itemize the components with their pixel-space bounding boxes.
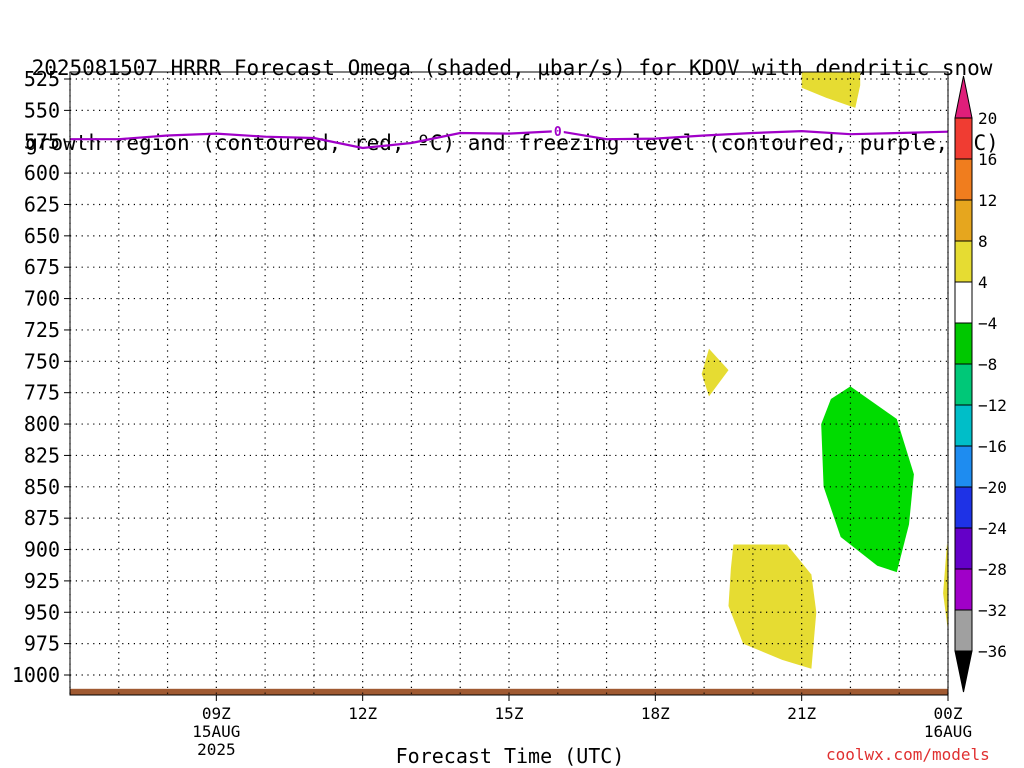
chart-title: 2025081507 HRRR Forecast Omega (shaded, …	[0, 6, 1024, 181]
colorbar-label: 16	[978, 150, 997, 169]
colorbar-segment-9	[954, 445, 973, 488]
colorbar-segment-4	[954, 240, 973, 283]
colorbar-label: 12	[978, 191, 997, 210]
y-tick-label: 900	[24, 538, 60, 562]
colorbar-label: −12	[978, 396, 1007, 415]
colorbar-segment-5	[954, 281, 973, 324]
y-tick-label: 825	[24, 443, 60, 467]
y-tick-label: 875	[24, 506, 60, 530]
y-tick-label: 975	[24, 632, 60, 656]
y-tick-label: 775	[24, 381, 60, 405]
colorbar: 20 16 12 8 4 −4 −8 −12 −16 −20 −24 −28 −32 −36	[954, 75, 1007, 693]
colorbar-label: −36	[978, 642, 1007, 661]
omega-region-2	[728, 544, 817, 669]
x-tick-label: 12Z	[348, 704, 377, 723]
colorbar-segment-13	[954, 609, 973, 652]
y-tick-label: 750	[24, 349, 60, 373]
freezing-level-line	[70, 129, 948, 150]
freezing-level-label-bg	[551, 124, 564, 139]
x-tick-label: 18Z	[641, 704, 670, 723]
colorbar-label: −20	[978, 478, 1007, 497]
y-tick-label: 625	[24, 192, 60, 216]
y-tick-label: 950	[24, 600, 60, 624]
x-tick-label: 2025	[197, 740, 236, 759]
colorbar-segment-10	[954, 486, 973, 529]
credit-text: coolwx.com/models	[826, 745, 990, 764]
colorbar-top-arrow	[954, 75, 973, 119]
chart-title-line-2: growth region (contoured, red, ºC) and f…	[25, 131, 999, 155]
y-tick-label: 800	[24, 412, 60, 436]
omega-region-0	[801, 72, 861, 108]
omega-region-3	[943, 543, 948, 632]
grid-lines	[69, 72, 949, 695]
y-tick-label: 600	[24, 161, 60, 185]
colorbar-label: 8	[978, 232, 988, 251]
y-tick-label: 725	[24, 318, 60, 342]
colorbar-label: −8	[978, 355, 997, 374]
x-tick-label: 00Z	[934, 704, 963, 723]
x-tick-label: 09Z	[202, 704, 231, 723]
freezing-level-label: 0	[554, 125, 562, 140]
colorbar-segment-2	[954, 158, 973, 201]
colorbar-segment-1	[954, 117, 973, 160]
x-tick-label: 21Z	[787, 704, 816, 723]
y-tick-label: 550	[24, 98, 60, 122]
chart-title-line-1: 2025081507 HRRR Forecast Omega (shaded, …	[31, 56, 993, 80]
colorbar-label: −32	[978, 601, 1007, 620]
x-axis-label: Forecast Time (UTC)	[395, 744, 625, 768]
x-tick-label: 15Z	[495, 704, 524, 723]
y-tick-label: 525	[24, 67, 60, 91]
colorbar-segment-8	[954, 404, 973, 447]
colorbar-label: 4	[978, 273, 988, 292]
colorbar-segment-7	[954, 363, 973, 406]
surface-band-layer	[70, 688, 948, 695]
colorbar-segment-6	[954, 322, 973, 365]
y-tick-label: 650	[24, 224, 60, 248]
colorbar-label: −16	[978, 437, 1007, 456]
x-tick-label: 15AUG	[192, 722, 240, 741]
colorbar-label: −28	[978, 560, 1007, 579]
colorbar-segment-12	[954, 568, 973, 611]
colorbar-segment-3	[954, 199, 973, 242]
y-tick-label: 1000	[12, 663, 60, 687]
colorbar-label: −24	[978, 519, 1007, 538]
omega-region-1	[701, 348, 729, 397]
axis-ticks: 525 550 575 600 625 650 675 700 725 750 775 800 825 8…	[12, 67, 972, 759]
y-tick-label: 850	[24, 475, 60, 499]
y-tick-label: 925	[24, 569, 60, 593]
surface-band	[70, 688, 948, 695]
freezing-level-layer: 0	[70, 124, 948, 150]
y-tick-label: 675	[24, 255, 60, 279]
colorbar-label: −4	[978, 314, 997, 333]
colorbar-segment-11	[954, 527, 973, 570]
omega-shading	[701, 72, 948, 669]
x-tick-label: 16AUG	[924, 722, 972, 741]
colorbar-label: 20	[978, 109, 997, 128]
y-tick-label: 575	[24, 130, 60, 154]
colorbar-bottom-arrow	[954, 650, 973, 693]
omega-region-4	[821, 386, 914, 573]
y-tick-label: 700	[24, 287, 60, 311]
